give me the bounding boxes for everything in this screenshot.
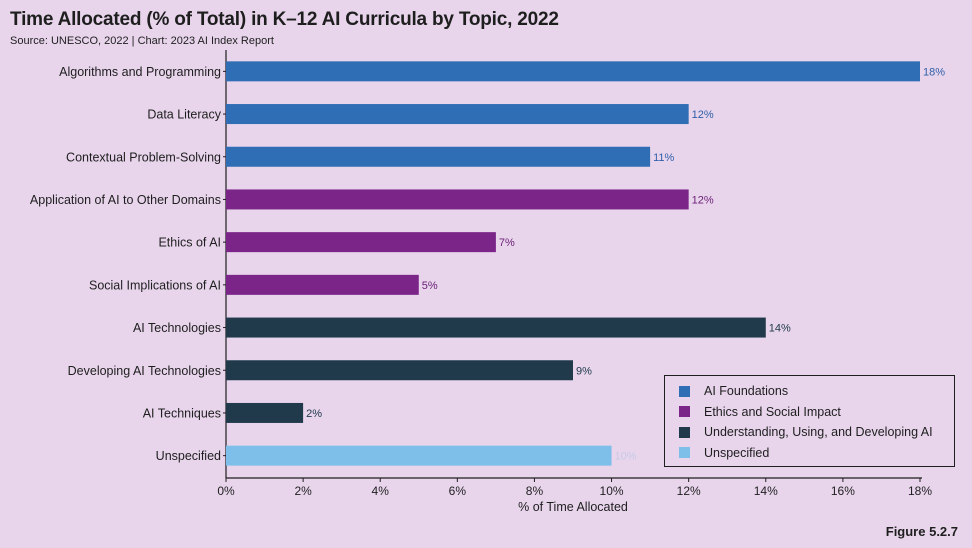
value-label: 12% [692, 194, 714, 206]
value-label: 10% [615, 451, 637, 463]
chart-legend: AI Foundations Ethics and Social Impact Un… [664, 375, 955, 467]
legend-label: AI Foundations [704, 384, 789, 399]
value-label: 12% [692, 109, 714, 121]
value-label: 5% [422, 280, 438, 292]
legend-item: Ethics and Social Impact [679, 402, 954, 423]
category-label: Developing AI Technologies [68, 364, 221, 378]
bar [226, 61, 920, 82]
chart-subtitle: Source: UNESCO, 2022 | Chart: 2023 AI In… [10, 35, 274, 47]
legend-item: Unspecified [679, 443, 954, 464]
x-tick-label: 0% [217, 484, 235, 498]
category-label: Application of AI to Other Domains [30, 193, 221, 207]
bar [226, 274, 419, 295]
value-label: 18% [923, 66, 945, 78]
legend-label: Ethics and Social Impact [704, 404, 841, 419]
category-label: Unspecified [156, 449, 221, 463]
figure-label: Figure 5.2.7 [885, 524, 958, 539]
bar [226, 317, 766, 338]
value-label: 9% [576, 365, 592, 377]
legend-swatch [679, 447, 690, 459]
category-label: AI Technologies [133, 321, 221, 335]
chart-title: Time Allocated (% of Total) in K–12 AI C… [10, 9, 559, 30]
bar [226, 104, 689, 125]
category-label: Contextual Problem-Solving [66, 150, 221, 164]
x-tick-label: 12% [677, 484, 701, 498]
value-label: 14% [769, 323, 791, 335]
legend-label: Unspecified [704, 445, 770, 460]
legend-swatch [679, 406, 690, 418]
category-label: Data Literacy [147, 108, 221, 122]
x-axis-title: % of Time Allocated [518, 500, 628, 514]
legend-swatch [679, 385, 690, 397]
x-tick-label: 16% [831, 484, 855, 498]
x-tick-label: 14% [754, 484, 778, 498]
value-label: 2% [306, 408, 322, 420]
x-tick-label: 6% [449, 484, 467, 498]
category-label: Social Implications of AI [89, 278, 221, 292]
legend-item: Understanding, Using, and Developing AI [679, 422, 954, 443]
x-tick-label: 18% [908, 484, 932, 498]
category-label: Algorithms and Programming [59, 65, 221, 79]
x-tick-label: 2% [294, 484, 312, 498]
bar [226, 360, 573, 381]
x-tick-label: 8% [526, 484, 544, 498]
x-tick-label: 10% [600, 484, 624, 498]
bar [226, 445, 612, 466]
legend-swatch [679, 426, 690, 438]
bar [226, 232, 496, 253]
legend-label: Understanding, Using, and Developing AI [704, 425, 933, 440]
value-label: 11% [653, 152, 674, 164]
bar [226, 402, 304, 423]
value-label: 7% [499, 237, 515, 249]
bar [226, 189, 689, 210]
bar [226, 146, 651, 167]
category-label: AI Techniques [143, 406, 221, 420]
legend-item: AI Foundations [679, 381, 954, 402]
x-tick-label: 4% [372, 484, 390, 498]
category-label: Ethics of AI [158, 236, 221, 250]
